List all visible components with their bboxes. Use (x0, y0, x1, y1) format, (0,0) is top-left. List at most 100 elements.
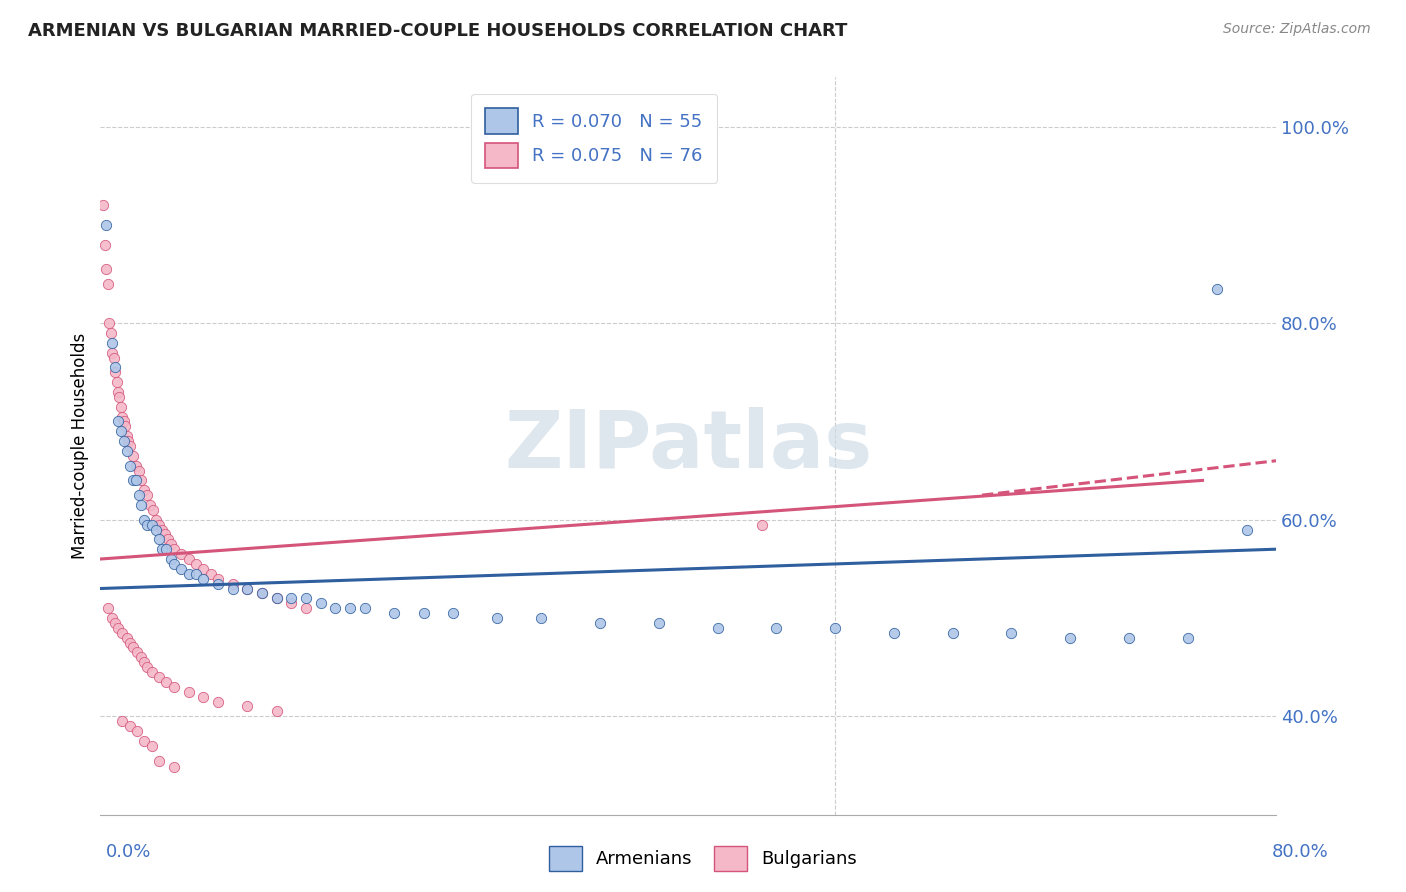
Point (100, 326, 122, 340)
Point (280, 596, 302, 610)
Point (1206, 282, 1229, 296)
Point (170, 547, 193, 561)
Point (115, 631, 138, 645)
Point (354, 601, 377, 615)
Point (193, 572, 215, 586)
Point (163, 680, 186, 694)
Point (94, 237, 117, 252)
Point (136, 488, 159, 502)
Point (103, 351, 125, 365)
Point (148, 670, 170, 684)
Point (148, 517, 170, 532)
Point (111, 625, 134, 640)
Legend: R = 0.070   N = 55, R = 0.075   N = 76: R = 0.070 N = 55, R = 0.075 N = 76 (471, 94, 717, 183)
Point (111, 714, 134, 729)
Text: Source: ZipAtlas.com: Source: ZipAtlas.com (1223, 22, 1371, 37)
Point (441, 606, 464, 620)
Point (107, 384, 129, 399)
Point (155, 674, 177, 689)
Point (118, 439, 141, 453)
Point (530, 611, 553, 625)
Legend: Armenians, Bulgarians: Armenians, Bulgarians (541, 838, 865, 879)
Point (266, 704, 288, 718)
Point (124, 474, 146, 488)
Point (295, 601, 318, 615)
Point (266, 591, 288, 606)
Point (118, 458, 141, 473)
Point (127, 724, 149, 739)
Point (1236, 523, 1258, 537)
Point (127, 645, 149, 659)
Point (221, 582, 243, 596)
Point (114, 419, 136, 434)
Y-axis label: Married-couple Households: Married-couple Households (72, 333, 89, 559)
Point (236, 699, 259, 714)
Point (134, 483, 156, 498)
Point (98, 316, 121, 330)
Point (112, 414, 135, 428)
Point (96, 218, 118, 232)
Point (115, 429, 138, 443)
Point (193, 562, 215, 576)
Point (765, 621, 787, 635)
Point (139, 498, 162, 512)
Point (110, 424, 132, 438)
Point (128, 488, 150, 502)
Point (942, 625, 965, 640)
Text: ARMENIAN VS BULGARIAN MARRIED-COUPLE HOUSEHOLDS CORRELATION CHART: ARMENIAN VS BULGARIAN MARRIED-COUPLE HOU… (28, 22, 848, 40)
Point (1000, 625, 1022, 640)
Point (107, 414, 129, 428)
Point (589, 615, 612, 630)
Point (150, 523, 173, 537)
Point (118, 719, 141, 733)
Point (131, 498, 153, 512)
Point (104, 360, 127, 375)
Point (160, 552, 183, 566)
Point (141, 739, 163, 753)
Point (412, 606, 434, 620)
Point (150, 542, 173, 557)
Point (156, 533, 179, 547)
Point (141, 665, 163, 679)
Point (148, 533, 170, 547)
Point (1059, 631, 1081, 645)
Point (101, 345, 124, 359)
Point (131, 474, 153, 488)
Point (124, 458, 146, 473)
Point (160, 537, 183, 551)
Point (266, 591, 288, 606)
Point (280, 591, 302, 606)
Point (200, 566, 222, 581)
Point (110, 400, 132, 414)
Point (184, 557, 207, 571)
Point (163, 542, 186, 557)
Point (121, 474, 143, 488)
Point (121, 640, 143, 655)
Point (184, 566, 207, 581)
Point (177, 566, 200, 581)
Point (883, 625, 905, 640)
Point (382, 606, 405, 620)
Point (134, 655, 156, 669)
Point (824, 621, 846, 635)
Point (134, 734, 156, 748)
Text: ZIPatlas: ZIPatlas (503, 407, 872, 485)
Point (105, 375, 128, 389)
Point (193, 690, 215, 704)
Point (128, 464, 150, 478)
Point (170, 562, 193, 576)
Point (131, 650, 153, 665)
Point (250, 586, 273, 600)
Point (112, 434, 135, 448)
Point (207, 694, 229, 708)
Point (177, 684, 200, 698)
Point (309, 596, 332, 610)
Point (145, 513, 167, 527)
Point (155, 542, 177, 557)
Point (108, 390, 131, 404)
Point (104, 365, 127, 379)
Point (236, 582, 259, 596)
Point (141, 517, 163, 532)
Point (1118, 631, 1140, 645)
Point (101, 335, 124, 350)
